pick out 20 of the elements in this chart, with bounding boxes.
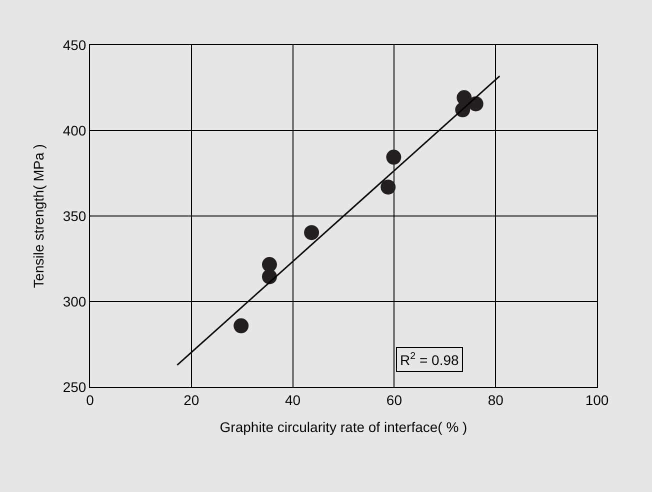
x-tick-label: 80 [488,392,504,408]
y-tick-label: 400 [62,122,86,138]
y-tick-label: 350 [62,208,86,224]
x-tick-label: 100 [585,392,609,408]
point [386,150,402,165]
x-tick-label: 0 [86,392,94,408]
x-tick-label: 20 [184,392,200,408]
point [304,225,320,240]
y-tick-label: 300 [62,293,86,310]
annotation: R$^{2}$ = 0.98 [400,351,459,368]
y-tick-label: 450 [62,36,86,53]
x-axis-title: Graphite circularity rate of interface( % ) [220,419,468,436]
x-tick-label: 60 [386,392,402,408]
point [234,318,249,334]
x-tick-label: 40 [285,392,301,408]
point [468,96,484,112]
y-tick-label: 250 [62,378,86,395]
point [262,257,277,272]
point [380,180,396,195]
y-axis-title: Tensile strength( MPa ) [30,144,46,288]
